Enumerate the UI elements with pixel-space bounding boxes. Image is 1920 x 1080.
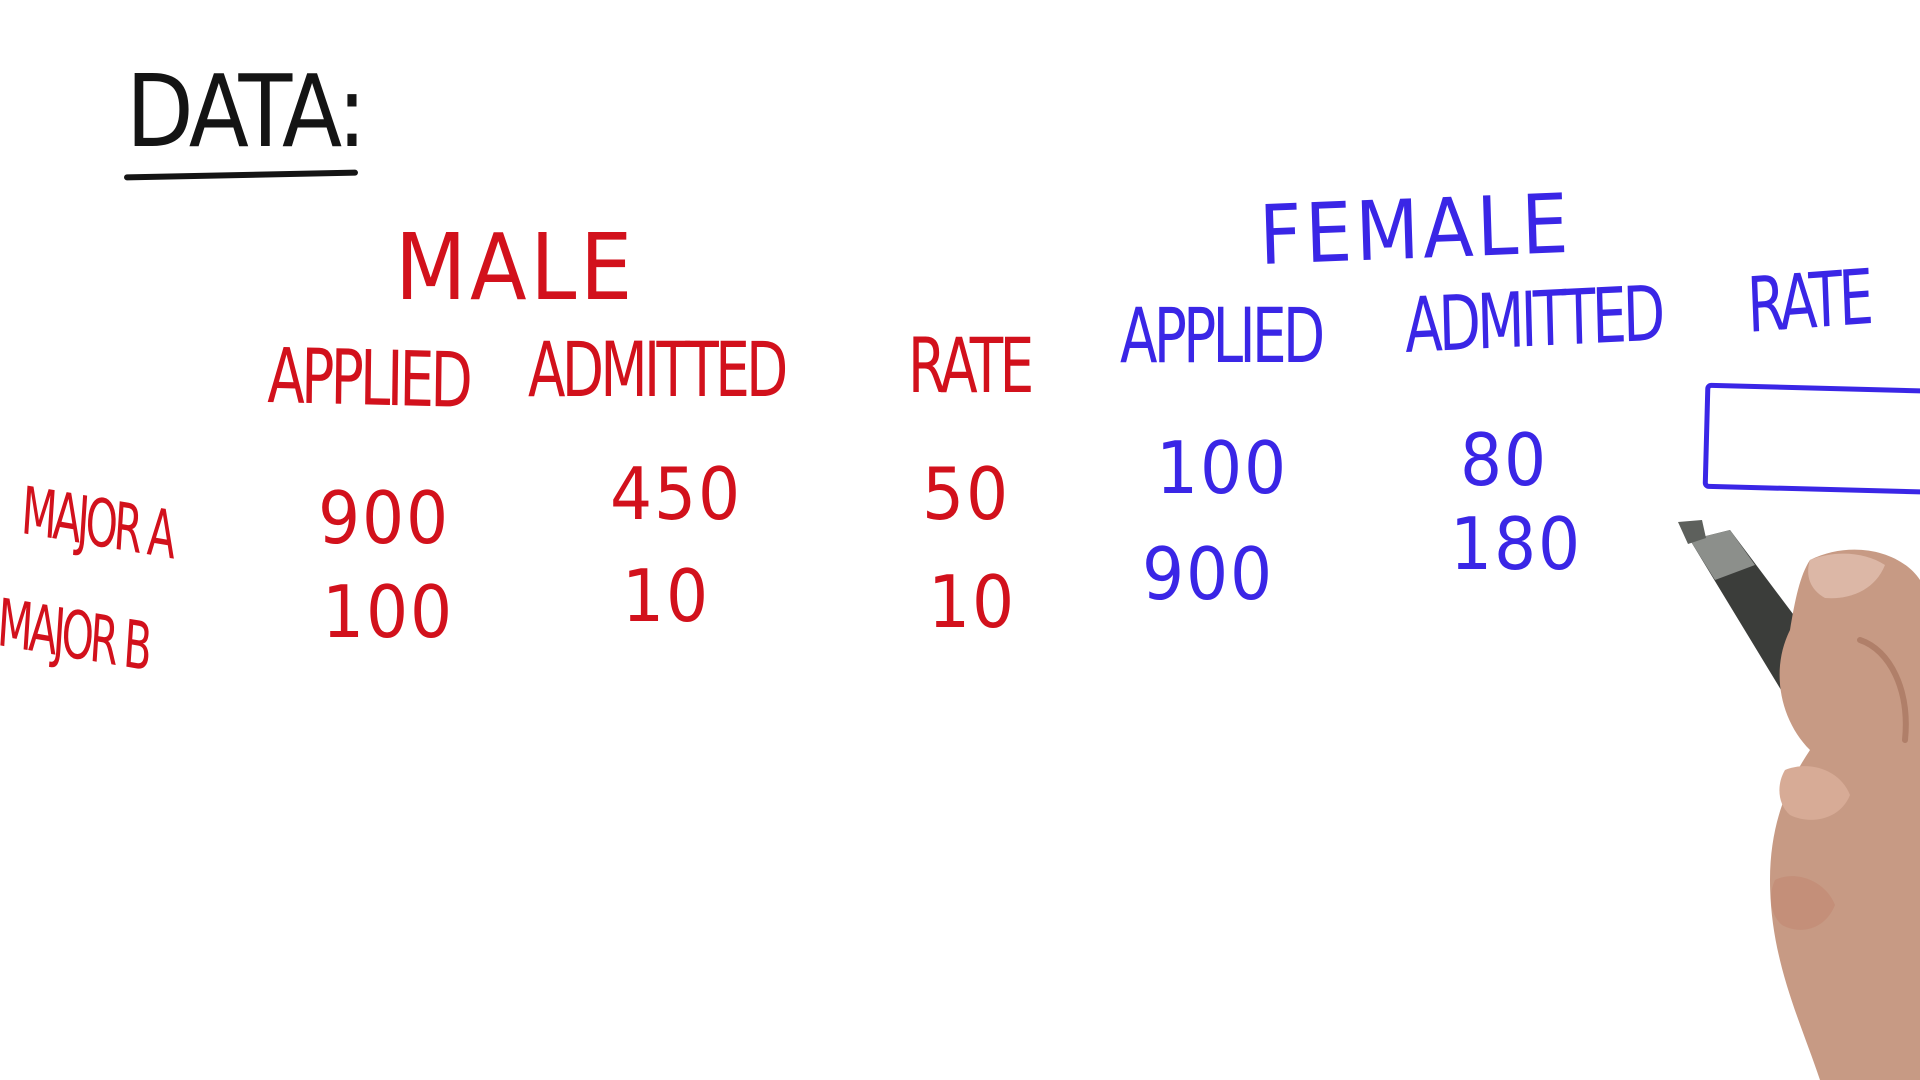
female-major-b-applied: 900 [1142, 532, 1274, 616]
male-major-b-applied: 100 [322, 570, 454, 654]
male-major-b-admitted: 10 [622, 554, 710, 638]
male-applied-header: APPLIED [266, 331, 470, 425]
title: DATA: [126, 53, 367, 170]
female-major-a-rate-answer-box [1702, 382, 1920, 496]
female-applied-header: APPLIED [1120, 291, 1325, 380]
female-major-a-applied: 100 [1156, 426, 1288, 510]
female-header: FEMALE [1257, 176, 1574, 284]
title-underline [123, 169, 359, 181]
male-rate-header: RATE [908, 321, 1034, 410]
female-major-a-admitted: 80 [1460, 418, 1548, 502]
row-label-major-b: MAJOR B [0, 584, 151, 687]
male-major-a-rate: 50 [922, 452, 1010, 536]
hand-holding-marker-icon [1678, 520, 1920, 1080]
male-admitted-header: ADMITTED [528, 325, 788, 414]
female-admitted-header: ADMITTED [1403, 268, 1663, 370]
male-major-b-rate: 10 [928, 560, 1016, 644]
row-label-major-a: MAJOR A [19, 472, 175, 575]
male-major-a-applied: 900 [318, 476, 450, 560]
male-header: MALE [395, 214, 636, 321]
female-rate-header: RATE [1745, 252, 1872, 350]
female-major-b-admitted: 180 [1450, 502, 1582, 586]
male-major-a-admitted: 450 [610, 452, 742, 536]
